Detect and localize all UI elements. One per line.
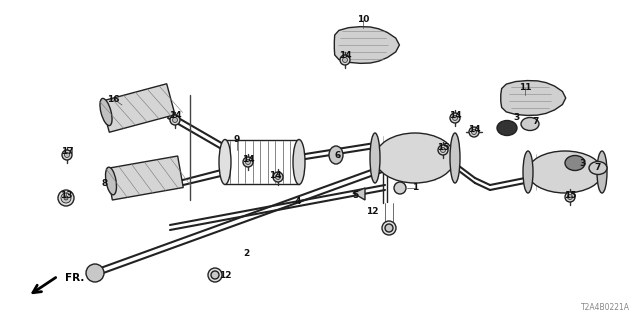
Circle shape: [64, 196, 68, 200]
Text: 3: 3: [580, 158, 586, 167]
Circle shape: [211, 271, 219, 279]
Ellipse shape: [90, 265, 100, 281]
Ellipse shape: [589, 162, 607, 174]
Text: 2: 2: [243, 249, 249, 258]
Text: 1: 1: [412, 183, 418, 193]
Circle shape: [342, 58, 348, 62]
Ellipse shape: [527, 151, 602, 193]
Polygon shape: [101, 84, 175, 132]
Polygon shape: [353, 188, 365, 200]
Text: T2A4B0221A: T2A4B0221A: [581, 303, 630, 312]
Circle shape: [472, 130, 477, 134]
Text: 12: 12: [365, 207, 378, 217]
Circle shape: [452, 116, 458, 121]
Text: 15: 15: [436, 143, 449, 153]
Ellipse shape: [597, 151, 607, 193]
Text: 13: 13: [60, 190, 72, 199]
Circle shape: [469, 127, 479, 137]
Circle shape: [450, 113, 460, 123]
Circle shape: [62, 150, 72, 160]
Circle shape: [173, 117, 177, 123]
Circle shape: [86, 264, 104, 282]
Text: 4: 4: [295, 197, 301, 206]
Text: 6: 6: [335, 150, 341, 159]
Circle shape: [382, 221, 396, 235]
Text: 3: 3: [513, 114, 519, 123]
Circle shape: [58, 190, 74, 206]
Ellipse shape: [329, 146, 343, 164]
Text: 15: 15: [564, 190, 576, 199]
Polygon shape: [500, 81, 566, 116]
Ellipse shape: [100, 99, 112, 125]
Text: 10: 10: [357, 15, 369, 25]
Circle shape: [61, 193, 71, 203]
Circle shape: [394, 182, 406, 194]
Text: 17: 17: [61, 148, 74, 156]
Text: 9: 9: [234, 135, 240, 145]
Circle shape: [340, 55, 350, 65]
Polygon shape: [107, 156, 183, 200]
Text: 7: 7: [533, 117, 539, 126]
Ellipse shape: [497, 121, 517, 135]
Text: 14: 14: [242, 156, 254, 164]
Text: 14: 14: [339, 51, 351, 60]
Circle shape: [440, 148, 445, 153]
Circle shape: [385, 224, 393, 232]
Ellipse shape: [293, 140, 305, 185]
Text: 14: 14: [269, 171, 282, 180]
Ellipse shape: [375, 133, 455, 183]
Circle shape: [568, 195, 573, 199]
Circle shape: [170, 115, 180, 125]
Text: 11: 11: [519, 84, 531, 92]
Text: 8: 8: [102, 179, 108, 188]
Text: 12: 12: [219, 271, 231, 281]
Ellipse shape: [523, 151, 533, 193]
Text: 16: 16: [107, 95, 119, 105]
Circle shape: [438, 145, 448, 155]
Circle shape: [565, 192, 575, 202]
Ellipse shape: [106, 167, 116, 195]
Text: 14: 14: [449, 110, 461, 119]
Text: 14: 14: [468, 125, 480, 134]
Ellipse shape: [565, 156, 585, 171]
Text: 14: 14: [169, 110, 181, 119]
Circle shape: [65, 153, 70, 157]
Circle shape: [273, 172, 283, 182]
Circle shape: [246, 159, 250, 164]
Ellipse shape: [370, 133, 380, 183]
Circle shape: [275, 174, 280, 180]
Circle shape: [243, 157, 253, 167]
Circle shape: [208, 268, 222, 282]
Ellipse shape: [521, 117, 539, 131]
Ellipse shape: [219, 140, 231, 185]
Text: 5: 5: [352, 191, 358, 201]
Text: 7: 7: [595, 164, 601, 172]
Text: FR.: FR.: [65, 273, 84, 283]
Ellipse shape: [450, 133, 460, 183]
Polygon shape: [334, 27, 399, 63]
